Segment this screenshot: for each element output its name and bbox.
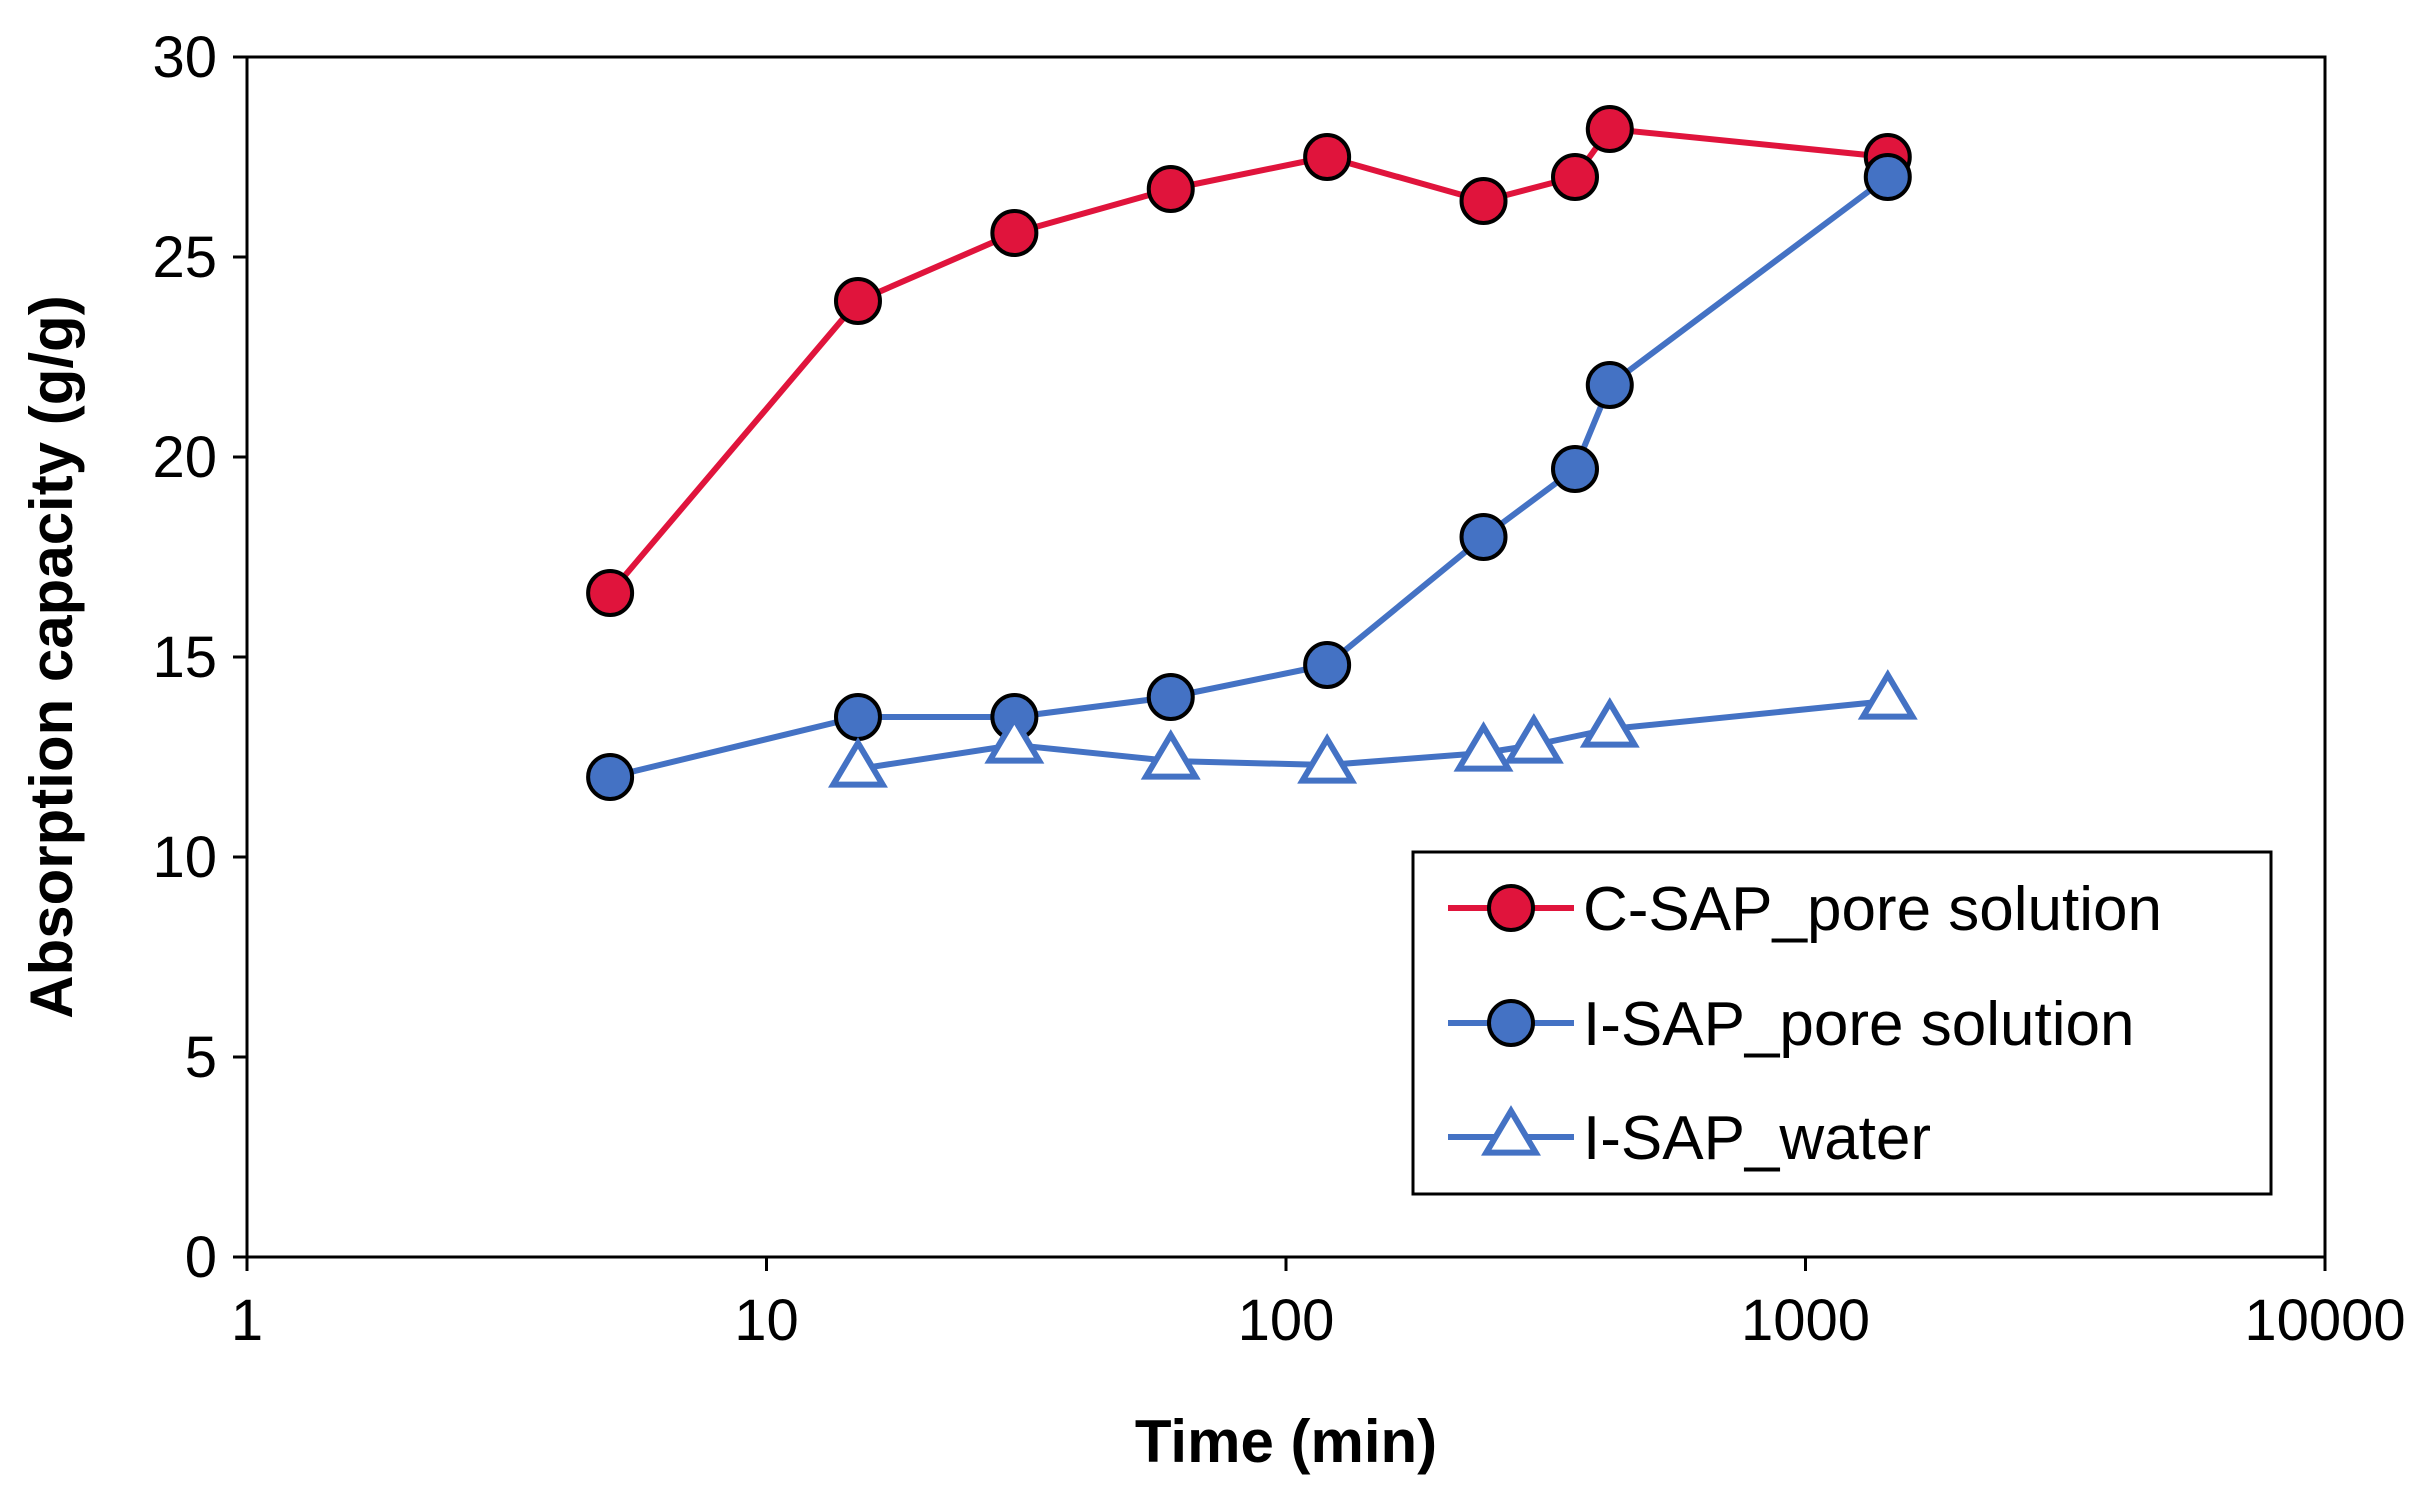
x-tick-label: 1 xyxy=(231,1288,263,1353)
data-point xyxy=(1140,729,1201,780)
legend-entry: C-SAP_pore solution xyxy=(1448,875,2162,944)
x-tick-label: 10000 xyxy=(2244,1288,2405,1353)
legend-entry: I-SAP_pore solution xyxy=(1448,990,2134,1059)
data-point xyxy=(1459,177,1508,225)
data-point xyxy=(1579,697,1640,748)
data-point xyxy=(1297,733,1358,784)
series-2 xyxy=(828,669,1918,788)
x-tick-label: 1000 xyxy=(1741,1288,1870,1353)
data-point xyxy=(1550,445,1599,493)
data-point xyxy=(1303,641,1352,689)
x-tick-label: 100 xyxy=(1238,1288,1335,1353)
data-point xyxy=(1459,513,1508,561)
data-point xyxy=(984,713,1045,764)
data-point xyxy=(1303,133,1352,181)
legend-marker xyxy=(1487,999,1535,1047)
y-axis-ticks: 0 5 10 15 20 25 30 xyxy=(152,25,247,1290)
y-tick-label: 20 xyxy=(152,425,217,490)
data-point xyxy=(1857,669,1918,720)
y-tick-label: 0 xyxy=(185,1225,217,1290)
y-tick-label: 15 xyxy=(152,625,217,690)
legend-label: I-SAP_pore solution xyxy=(1583,990,2134,1059)
legend-marker xyxy=(1481,1105,1541,1156)
y-axis-title: Absorption capacity (g/g) xyxy=(18,295,85,1018)
data-point xyxy=(586,569,635,617)
legend-entry: I-SAP_water xyxy=(1448,1104,1931,1173)
y-tick-label: 5 xyxy=(185,1025,217,1090)
legend-marker xyxy=(1487,884,1535,932)
data-point xyxy=(1146,165,1195,213)
data-point xyxy=(1453,721,1514,772)
data-point xyxy=(990,209,1039,257)
series-layer xyxy=(586,105,1918,801)
data-point xyxy=(1550,153,1599,201)
y-tick-label: 25 xyxy=(152,225,217,290)
legend-label: I-SAP_water xyxy=(1583,1104,1931,1173)
y-tick-label: 10 xyxy=(152,825,217,890)
legend: C-SAP_pore solution I-SAP_pore solution I-… xyxy=(1411,850,2273,1196)
data-point xyxy=(833,277,882,325)
data-point xyxy=(1863,153,1912,201)
data-point xyxy=(828,737,888,788)
data-point xyxy=(1503,713,1564,764)
x-axis-title: Time (min) xyxy=(1135,1408,1437,1475)
data-point xyxy=(833,693,882,741)
series-1 xyxy=(586,153,1912,801)
data-point xyxy=(1146,673,1195,721)
legend-label: C-SAP_pore solution xyxy=(1583,875,2162,944)
x-axis-ticks: 1 10 100 1000 10000 xyxy=(231,1257,2406,1353)
y-tick-label: 30 xyxy=(152,25,217,90)
data-point xyxy=(586,753,635,801)
x-tick-label: 10 xyxy=(734,1288,799,1353)
data-point xyxy=(1585,105,1634,153)
data-point xyxy=(1585,361,1634,409)
